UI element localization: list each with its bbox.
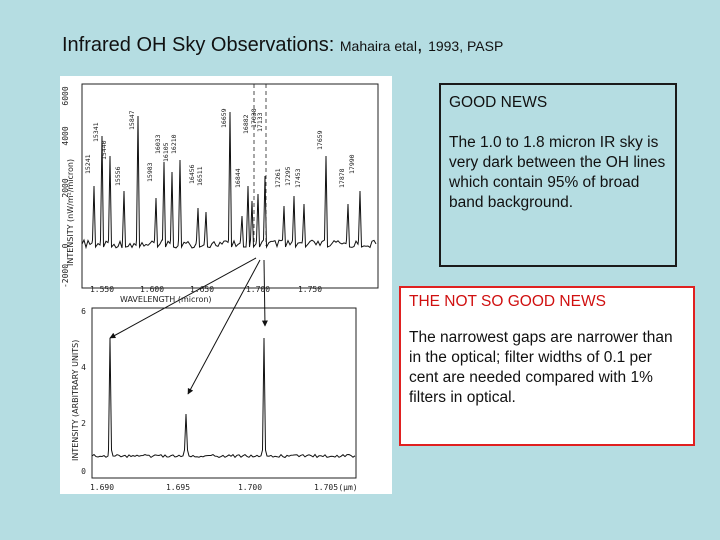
bottom-panel-ylabel: INTENSITY (ARBITRARY UNITS): [71, 340, 80, 461]
bad-news-body: The narrowest gaps are narrower than in …: [409, 329, 673, 406]
top-xtick-label: 1.600: [140, 285, 164, 294]
spectrum-figure-svg: 6000 4000 2000 0 -2000 1.550 1.600 1.650 1.700 1…: [61, 83, 379, 492]
bottom-spectrum-trace: [91, 337, 356, 459]
top-ytick-label: 4000: [61, 126, 70, 145]
title-reference-authors: Mahaira etal: [339, 38, 417, 54]
oh-line-label: 16659: [220, 108, 228, 128]
top-panel-frame: [81, 83, 379, 289]
bottom-xtick-label: 1.705: [314, 483, 338, 492]
zoom-arrow-left: [109, 257, 257, 339]
oh-line-label: 17133: [256, 112, 264, 132]
oh-line-label: 16882: [242, 114, 250, 134]
top-spectrum-trace: [81, 111, 377, 250]
top-ytick-label: 2000: [61, 178, 70, 197]
top-panel-xlabel: WAVELENGTH (micron): [120, 295, 212, 304]
top-xtick-label: 1.750: [298, 285, 322, 294]
bottom-panel-frame: [91, 307, 357, 479]
oh-line-label: 15556: [114, 166, 122, 186]
bottom-xtick-label: 1.690: [90, 483, 114, 492]
good-news-box: GOOD NEWS The 1.0 to 1.8 micron IR sky i…: [439, 83, 677, 267]
oh-spectrum-figure: 6000 4000 2000 0 -2000 1.550 1.600 1.650 1.700 1…: [60, 76, 392, 494]
oh-line-label: 15341: [92, 122, 100, 142]
title-reference-separator: ,: [416, 34, 423, 56]
good-news-heading: GOOD NEWS: [449, 94, 548, 111]
oh-line-label: 15440: [100, 140, 108, 160]
zoom-arrow-right: [261, 259, 268, 327]
top-ytick-label: -2000: [61, 264, 70, 288]
oh-line-label: 17659: [316, 130, 324, 150]
oh-line-label: 16033: [154, 134, 162, 154]
oh-line-label: 17261: [274, 168, 282, 188]
bottom-ytick-label: 4: [81, 363, 86, 372]
bottom-x-unit: (μm): [338, 483, 357, 492]
slide-title: Infrared OH Sky Observations: Mahaira et…: [62, 34, 503, 57]
oh-line-label: 17990: [348, 154, 356, 174]
top-ytick-label: 6000: [61, 86, 70, 105]
zoom-arrow-middle: [187, 259, 261, 395]
oh-line-label: 15847: [128, 110, 136, 130]
oh-line-label: 16210: [170, 134, 178, 154]
top-xtick-label: 1.550: [90, 285, 114, 294]
oh-line-label: 15983: [146, 162, 154, 182]
oh-line-label: 16456: [188, 164, 196, 184]
bottom-ytick-label: 0: [81, 467, 86, 476]
bottom-xtick-label: 1.700: [238, 483, 262, 492]
top-panel-ylabel: INTENSITY (nW/m²/micron): [66, 159, 75, 266]
top-ytick-label: 0: [61, 243, 70, 248]
oh-line-label: 16105: [162, 142, 170, 162]
bottom-ytick-label: 6: [81, 307, 86, 316]
oh-line-label: 16844: [234, 168, 242, 188]
oh-line-label: 17295: [284, 166, 292, 186]
oh-line-label: 15241: [84, 154, 92, 174]
good-news-body: The 1.0 to 1.8 micron IR sky is very dar…: [449, 134, 666, 211]
bottom-xtick-label: 1.695: [166, 483, 190, 492]
oh-line-label: 17878: [338, 168, 346, 188]
bad-news-box: THE NOT SO GOOD NEWS The narrowest gaps …: [399, 286, 695, 446]
oh-line-label: 17038: [250, 108, 258, 128]
top-xtick-label: 1.700: [246, 285, 270, 294]
bad-news-heading: THE NOT SO GOOD NEWS: [409, 293, 606, 310]
top-xtick-label: 1.650: [190, 285, 214, 294]
bottom-ytick-label: 2: [81, 419, 86, 428]
oh-line-label: 16511: [196, 166, 204, 186]
oh-line-label: 17453: [294, 168, 302, 188]
title-reference-rest: 1993, PASP: [428, 38, 504, 54]
title-main: Infrared OH Sky Observations:: [62, 34, 335, 56]
